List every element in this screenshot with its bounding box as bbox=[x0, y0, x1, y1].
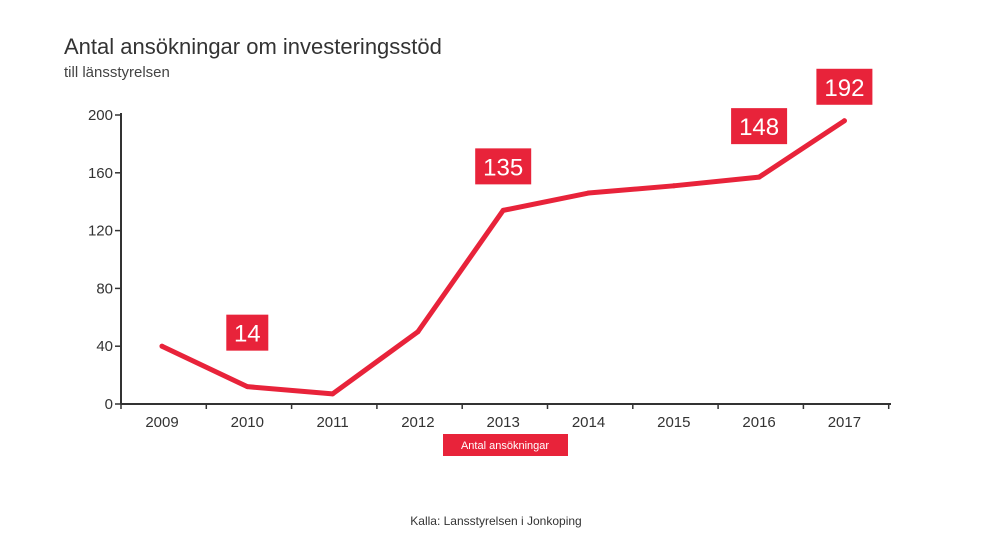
y-tick-label: 80 bbox=[96, 280, 113, 297]
data-label-badge: 192 bbox=[816, 68, 873, 105]
x-tick-label: 2015 bbox=[657, 414, 690, 431]
data-point bbox=[244, 384, 250, 390]
data-label-badge: 14 bbox=[226, 314, 269, 351]
data-point bbox=[330, 391, 336, 397]
x-tick-label: 2017 bbox=[828, 414, 861, 431]
data-label-background bbox=[475, 148, 532, 185]
data-label-background bbox=[731, 108, 788, 145]
y-tick-label: 120 bbox=[88, 223, 113, 240]
x-tick-label: 2012 bbox=[401, 414, 434, 431]
data-label: 148 bbox=[739, 114, 779, 141]
source-note: Kalla: Lansstyrelsen i Jonkoping bbox=[410, 514, 582, 528]
x-tick-label: 2011 bbox=[316, 414, 348, 431]
legend-swatch bbox=[443, 434, 568, 456]
data-point bbox=[671, 183, 677, 189]
data-label-badge: 148 bbox=[731, 108, 788, 145]
y-tick-label: 40 bbox=[96, 338, 113, 355]
data-label-badge: 135 bbox=[475, 148, 532, 185]
chart-title: Antal ansökningar om investeringsstöd bbox=[64, 34, 442, 59]
x-tick-label: 2013 bbox=[487, 414, 520, 431]
y-tick-label: 0 bbox=[105, 396, 113, 413]
data-point bbox=[159, 343, 165, 349]
data-point bbox=[415, 329, 421, 335]
legend-label: Antal ansökningar bbox=[461, 440, 549, 452]
data-label-background bbox=[226, 314, 269, 351]
x-tick-label: 2009 bbox=[145, 414, 178, 431]
y-tick-label: 160 bbox=[88, 165, 113, 182]
data-label: 192 bbox=[824, 75, 864, 102]
data-point bbox=[756, 174, 762, 180]
data-point bbox=[586, 190, 591, 196]
chart-subtitle: till länsstyrelsen bbox=[64, 64, 170, 81]
data-point bbox=[841, 118, 847, 124]
x-tick-label: 2010 bbox=[231, 414, 264, 431]
data-label: 14 bbox=[234, 321, 261, 348]
y-tick-label: 200 bbox=[88, 107, 113, 124]
data-label: 135 bbox=[483, 154, 523, 181]
data-label-background bbox=[816, 68, 873, 105]
data-point bbox=[500, 207, 506, 213]
x-tick-label: 2016 bbox=[742, 414, 775, 431]
x-tick-label: 2014 bbox=[572, 414, 605, 431]
